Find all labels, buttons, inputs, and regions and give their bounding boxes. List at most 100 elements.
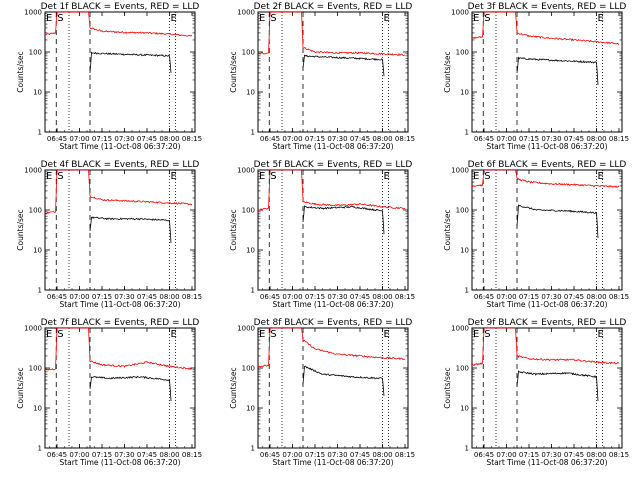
x-tick-label: 07:30 [327, 451, 347, 459]
x-tick-label: 07:00 [496, 293, 516, 301]
x-tick-label: 07:15 [305, 293, 325, 301]
y-tick-label: 10 [33, 247, 42, 255]
y-axis-label: Counts/sec [16, 209, 25, 250]
x-axis-label: Start Time (11-Oct-08 06:37:20) [272, 300, 393, 309]
y-axis-label: Counts/sec [16, 51, 25, 92]
lld-rate-line [472, 328, 620, 366]
x-tick-label: 07:45 [350, 135, 370, 143]
lld-rate-line [258, 328, 406, 368]
y-tick-label: 10 [246, 89, 255, 97]
y-tick-label: 100 [456, 207, 469, 215]
y-tick-label: 100 [456, 49, 469, 57]
x-tick-label: 07:45 [137, 293, 157, 301]
x-tick-label: 07:00 [496, 451, 516, 459]
x-tick-label: 07:45 [564, 293, 584, 301]
marker-label: E [171, 329, 177, 340]
marker-label: E [598, 329, 604, 340]
x-tick-label: 07:15 [92, 293, 112, 301]
y-tick-label: 1 [465, 445, 469, 453]
event-rate-line [302, 365, 385, 397]
marker-label: E [384, 13, 390, 24]
x-axis-label: Start Time (11-Oct-08 06:37:20) [486, 300, 607, 309]
marker-label: E [46, 13, 52, 24]
x-axis-label: Start Time (11-Oct-08 06:37:20) [59, 300, 180, 309]
x-tick-label: 08:15 [609, 451, 629, 459]
marker-label: S [484, 171, 490, 182]
y-tick-label: 100 [242, 365, 255, 373]
x-tick-label: 06:45 [47, 293, 67, 301]
x-tick-label: 08:00 [159, 451, 179, 459]
x-tick-label: 07:30 [114, 135, 134, 143]
detector-panel: Det 7f BLACK = Events, RED = LLD 1 10 100 10… [16, 318, 202, 467]
x-tick-label: 07:30 [327, 293, 347, 301]
marker-label: E [46, 329, 52, 340]
lld-rate-line [45, 12, 193, 37]
x-tick-label: 08:15 [182, 135, 202, 143]
event-rate-line [89, 216, 172, 244]
y-axis-label: Counts/sec [229, 51, 238, 92]
marker-label: S [57, 13, 63, 24]
y-tick-label: 10 [246, 247, 255, 255]
x-tick-label: 08:15 [609, 135, 629, 143]
marker-label: E [598, 13, 604, 24]
y-tick-label: 1000 [237, 167, 255, 175]
x-tick-label: 08:00 [372, 293, 392, 301]
marker-label: E [598, 171, 604, 182]
detector-panel: Det 9f BLACK = Events, RED = LLD 1 10 100 10… [443, 318, 629, 467]
marker-label: E [259, 13, 265, 24]
y-tick-label: 1000 [451, 325, 469, 333]
x-tick-label: 07:00 [69, 451, 89, 459]
event-rate-line [516, 56, 599, 86]
x-tick-label: 07:30 [114, 451, 134, 459]
marker-label: S [484, 329, 490, 340]
marker-label: E [259, 171, 265, 182]
x-tick-label: 07:45 [564, 451, 584, 459]
marker-label: E [473, 13, 479, 24]
x-tick-label: 08:00 [159, 293, 179, 301]
x-tick-label: 07:00 [69, 293, 89, 301]
x-tick-label: 07:15 [305, 135, 325, 143]
panel-title: Det 4f BLACK = Events, RED = LLD [41, 160, 200, 170]
y-axis-label: Counts/sec [443, 51, 452, 92]
x-axis-label: Start Time (11-Oct-08 06:37:20) [59, 142, 180, 151]
y-tick-label: 1000 [451, 9, 469, 17]
marker-label: E [384, 171, 390, 182]
marker-label: S [484, 13, 490, 24]
x-tick-label: 07:30 [114, 293, 134, 301]
y-tick-label: 10 [33, 89, 42, 97]
event-rate-line [516, 370, 599, 402]
x-tick-label: 07:15 [519, 135, 539, 143]
marker-label: E [259, 329, 265, 340]
lld-rate-line [472, 170, 620, 188]
x-tick-label: 07:30 [327, 135, 347, 143]
y-tick-label: 100 [456, 365, 469, 373]
y-tick-label: 100 [29, 207, 42, 215]
x-tick-label: 06:45 [47, 135, 67, 143]
x-tick-label: 08:15 [182, 451, 202, 459]
plot-frame [257, 327, 409, 449]
y-axis-label: Counts/sec [443, 209, 452, 250]
marker-label: S [270, 329, 276, 340]
lld-rate-line [258, 170, 406, 211]
marker-label: S [270, 171, 276, 182]
panel-title: Det 1f BLACK = Events, RED = LLD [41, 2, 200, 12]
y-tick-label: 100 [29, 365, 42, 373]
y-tick-label: 1 [251, 445, 255, 453]
y-tick-label: 10 [33, 405, 42, 413]
x-tick-label: 07:15 [519, 293, 539, 301]
marker-label: E [171, 171, 177, 182]
x-tick-label: 06:45 [474, 293, 494, 301]
x-tick-label: 07:45 [137, 135, 157, 143]
marker-label: S [57, 171, 63, 182]
y-tick-label: 1 [465, 129, 469, 137]
x-tick-label: 08:00 [586, 135, 606, 143]
x-tick-label: 08:15 [395, 135, 415, 143]
marker-label: S [57, 329, 63, 340]
x-tick-label: 08:15 [182, 293, 202, 301]
panel-title: Det 2f BLACK = Events, RED = LLD [254, 2, 413, 12]
x-tick-label: 07:30 [541, 451, 561, 459]
x-tick-label: 07:45 [564, 135, 584, 143]
x-tick-label: 08:00 [586, 451, 606, 459]
x-tick-label: 08:00 [372, 451, 392, 459]
